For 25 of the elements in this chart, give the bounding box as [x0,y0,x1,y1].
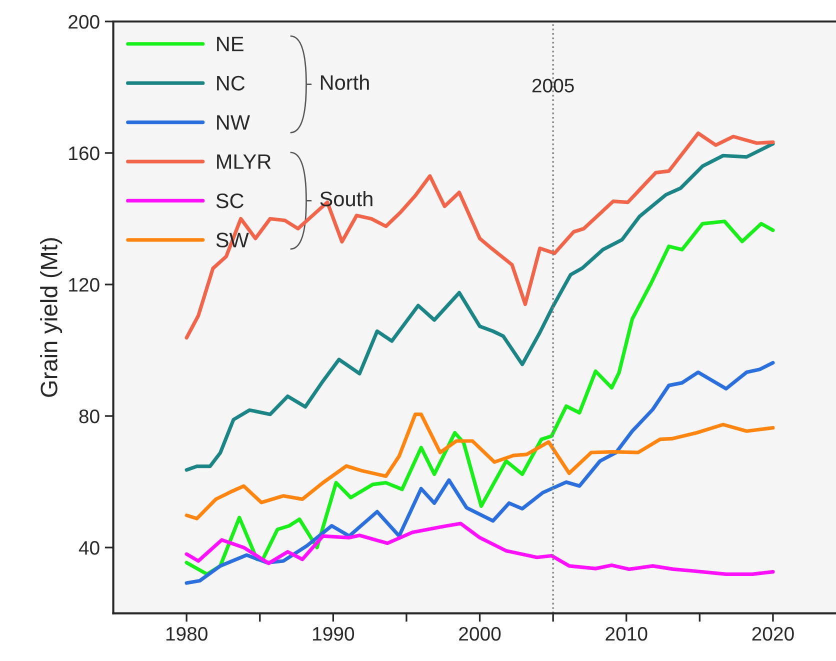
x-tick-label: 2000 [459,626,501,641]
y-tick-label: 200 [68,14,100,29]
y-tick-label: 80 [79,409,100,424]
line-series [184,142,775,472]
x-tick-label: 2010 [606,626,648,641]
line-series [184,131,775,340]
annotation: South [320,191,372,206]
annotation: North [320,74,369,90]
legend-label: SC [216,193,244,208]
legend-label: NE [217,36,244,52]
y-tick-label: 40 [78,540,100,555]
x-tick-label: 1990 [313,626,354,641]
line-series [184,360,775,585]
legend-label: NW [217,115,250,130]
x-tick-label: 1980 [166,626,208,641]
ref-line-label: 2005 [532,78,574,92]
legend-label: MLYR [217,154,271,169]
y-tick-label: 160 [69,146,100,160]
line-series [184,220,775,576]
legend-label: NC [217,76,245,91]
x-tick-label: 2020 [752,626,794,641]
y-tick-label: 120 [69,278,100,292]
line-series [184,412,775,520]
line-series [184,522,775,576]
y-axis-title: Grain yield (Mt) [40,238,62,397]
